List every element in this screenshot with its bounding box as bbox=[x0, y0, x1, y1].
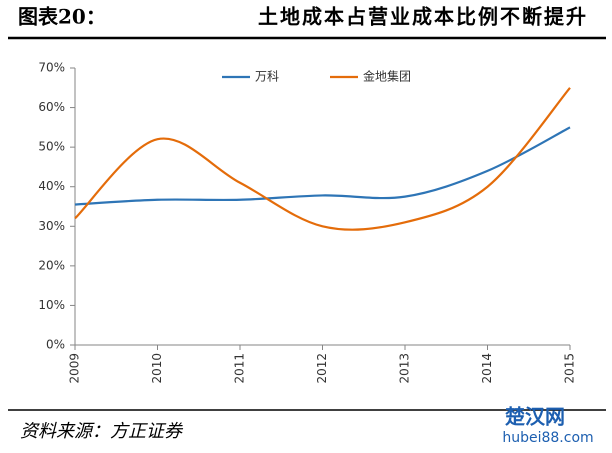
x-tick-label: 2010 bbox=[150, 353, 164, 384]
plot: 0% 10% 20% 30% 40% 50% 60% 70% 2009 2010 2011 2012 2… bbox=[38, 61, 576, 384]
x-tick-label: 2015 bbox=[563, 353, 577, 384]
y-tick-label: 30% bbox=[38, 219, 65, 233]
x-tick-label: 2011 bbox=[233, 353, 247, 384]
source: 资料来源：方正证券 bbox=[20, 421, 184, 442]
y-tick-label: 60% bbox=[38, 100, 65, 114]
y-tick-label: 10% bbox=[38, 298, 65, 312]
x-tick-label: 2013 bbox=[398, 353, 412, 384]
x-tick-label: 2012 bbox=[315, 353, 329, 384]
y-tick-label: 20% bbox=[38, 258, 65, 272]
series-line bbox=[74, 126, 571, 206]
series-line bbox=[74, 87, 571, 231]
x-tick-label: 2009 bbox=[68, 353, 82, 384]
y-tick-label: 70% bbox=[38, 61, 65, 75]
x-tick-label: 2014 bbox=[480, 353, 494, 384]
y-tick-label: 40% bbox=[38, 179, 65, 193]
y-tick-label: 50% bbox=[38, 140, 65, 154]
y-tick-label: 0% bbox=[46, 338, 65, 352]
legend-label: 万科 bbox=[255, 70, 279, 84]
legend-label: 金地集团 bbox=[363, 69, 411, 84]
chart-title: 土地成本占营业成本比例不断提升 bbox=[258, 5, 588, 29]
watermark-url: hubei88.com bbox=[502, 430, 593, 446]
figure-label: 图表20： bbox=[18, 5, 106, 29]
watermark: 楚汉网 bbox=[505, 405, 565, 429]
